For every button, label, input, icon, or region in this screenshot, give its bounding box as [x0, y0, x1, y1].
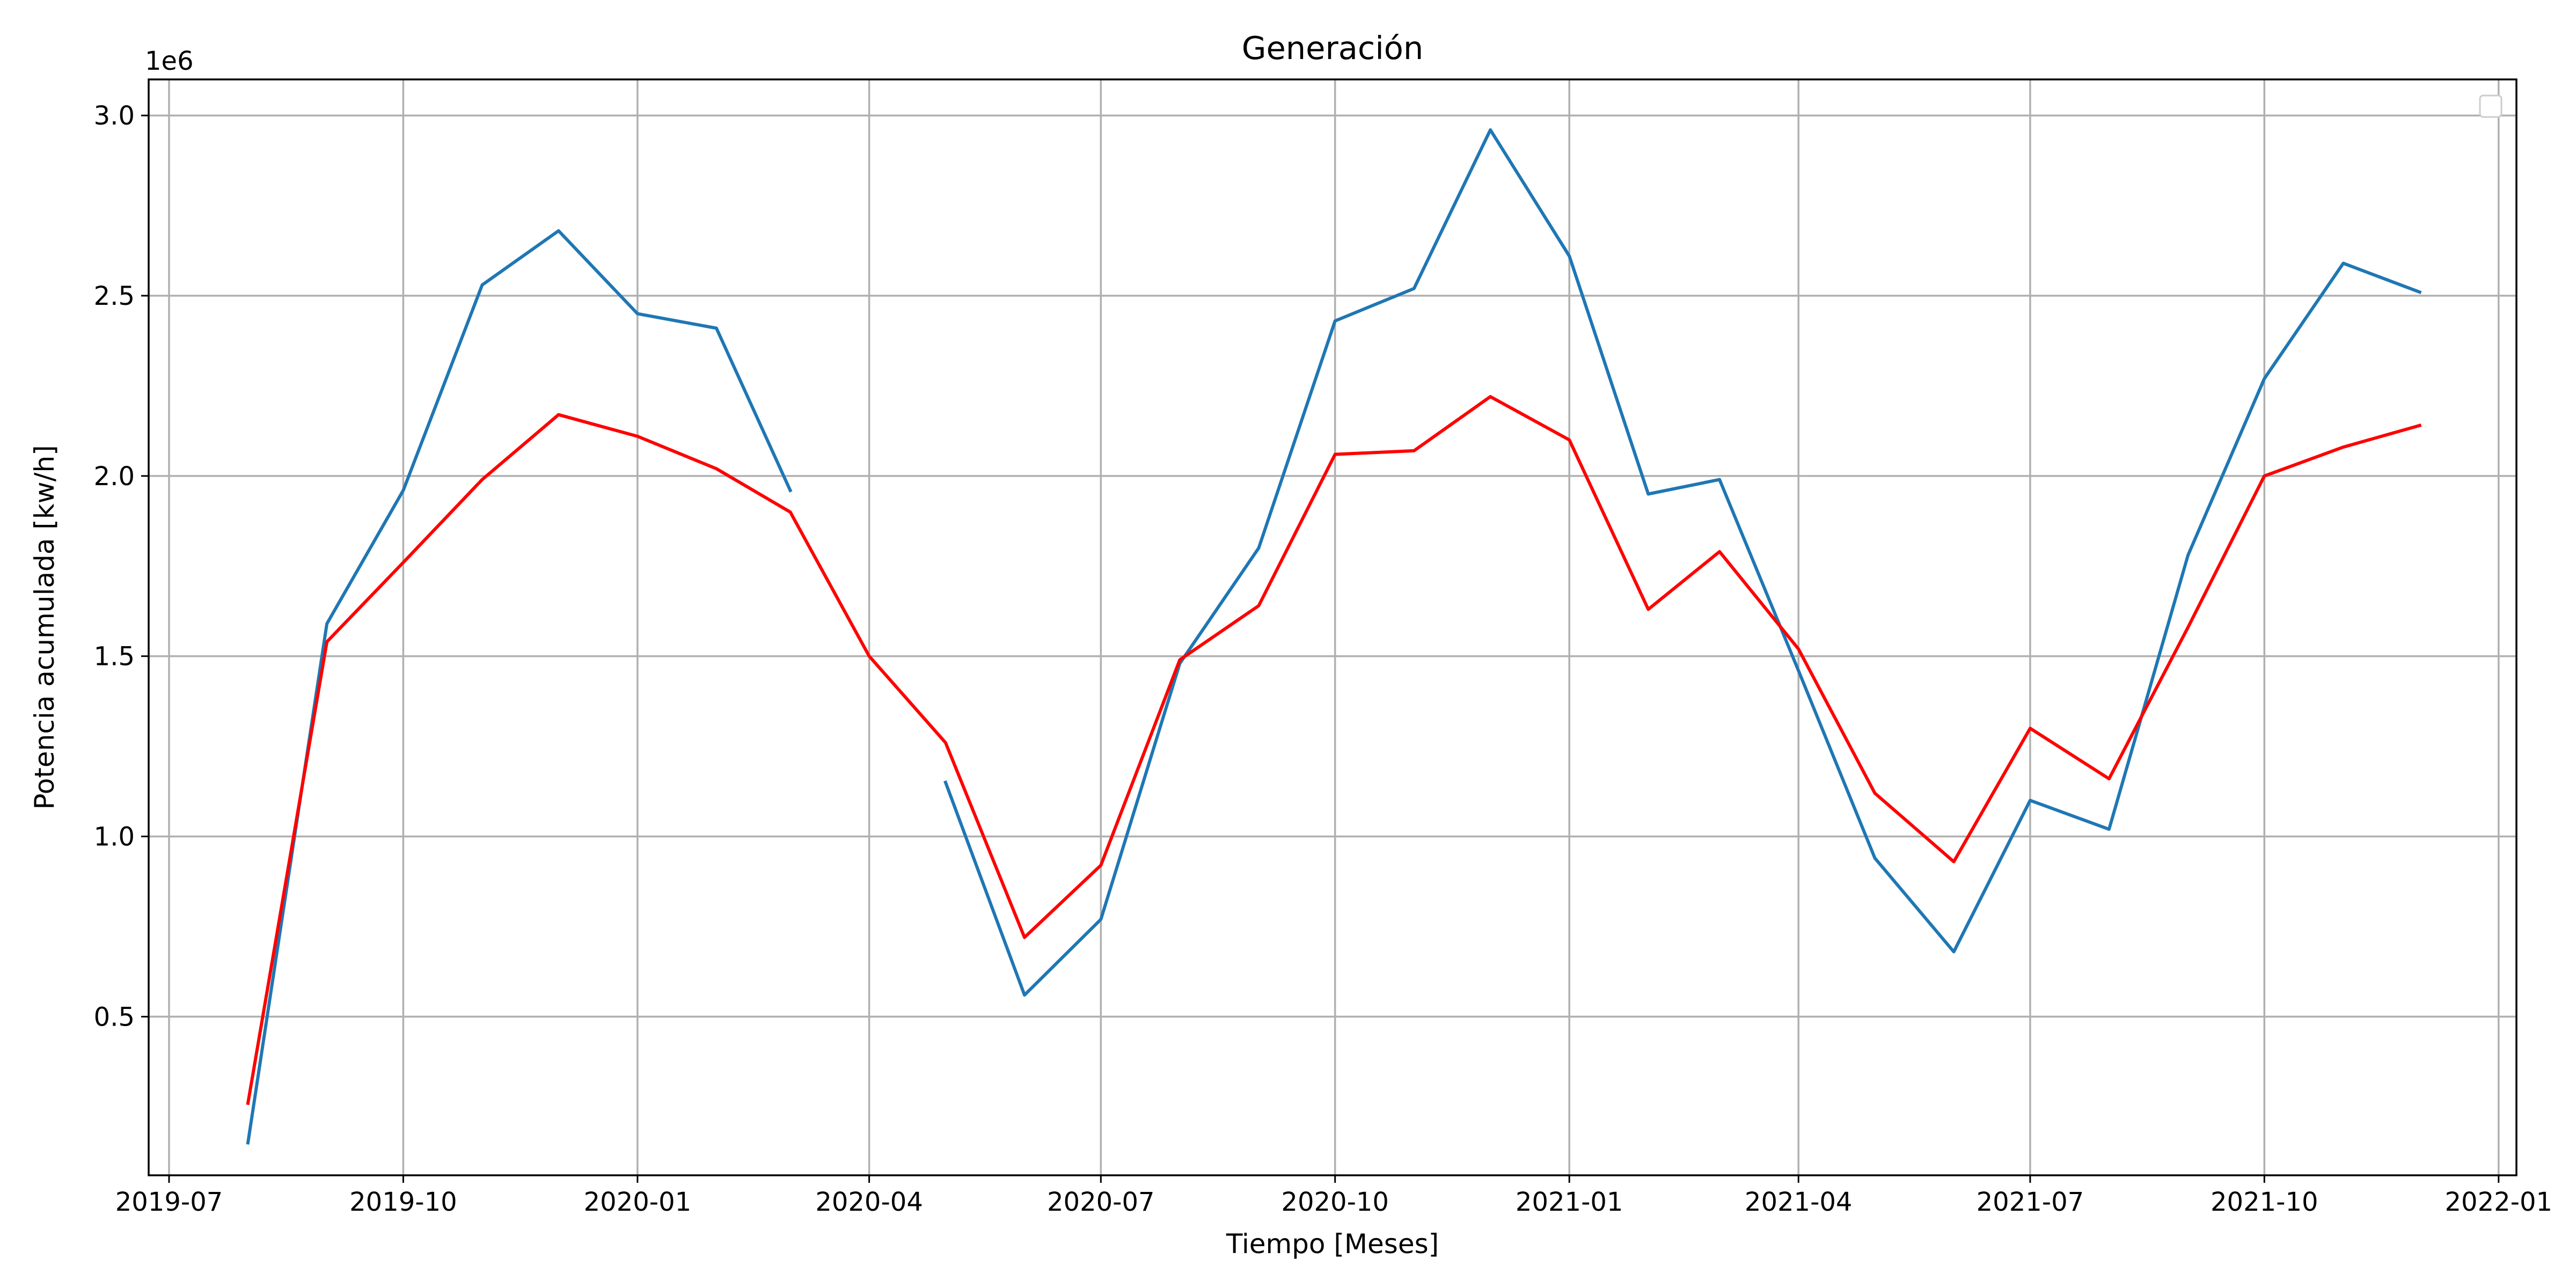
series-line-2: [246, 395, 2422, 1106]
y-tick-label: 1.0: [94, 822, 135, 852]
x-tick-label: 2019-10: [349, 1187, 457, 1217]
x-tick-label: 2019-07: [115, 1187, 223, 1217]
x-tick-label: 2020-10: [1281, 1187, 1389, 1217]
series-line-1: [246, 128, 2422, 1145]
x-tick-label: 2021-04: [1745, 1187, 1853, 1217]
y-axis-offset-label: 1e6: [145, 46, 194, 76]
chart-title: Generación: [1242, 30, 1423, 67]
x-tick-label: 2021-07: [1977, 1187, 2084, 1217]
y-tick-label: 2.0: [94, 462, 135, 492]
plot-frame: [148, 78, 2518, 1176]
x-axis-label: Tiempo [Meses]: [1226, 1228, 1439, 1260]
y-tick-label: 3.0: [94, 101, 135, 131]
axis-ticks: 2019-07 2019-10 2020-01 2020-04 2020-07 2020-…: [94, 101, 2552, 1217]
y-tick-label: 2.5: [94, 281, 135, 311]
y-axis-label: Potencia acumulada [kw/h]: [29, 445, 60, 809]
y-tick-label: 1.5: [94, 642, 135, 672]
y-tick-label: 0.5: [94, 1002, 135, 1032]
x-tick-label: 2020-01: [584, 1187, 692, 1217]
x-tick-label: 2020-04: [815, 1187, 923, 1217]
grid: [149, 79, 2516, 1175]
series-lines: [246, 128, 2422, 1145]
legend-box: [2479, 94, 2502, 118]
x-tick-label: 2021-10: [2211, 1187, 2318, 1217]
x-tick-label: 2020-07: [1047, 1187, 1155, 1217]
x-tick-label: 2022-01: [2445, 1187, 2553, 1217]
x-tick-label: 2021-01: [1516, 1187, 1623, 1217]
